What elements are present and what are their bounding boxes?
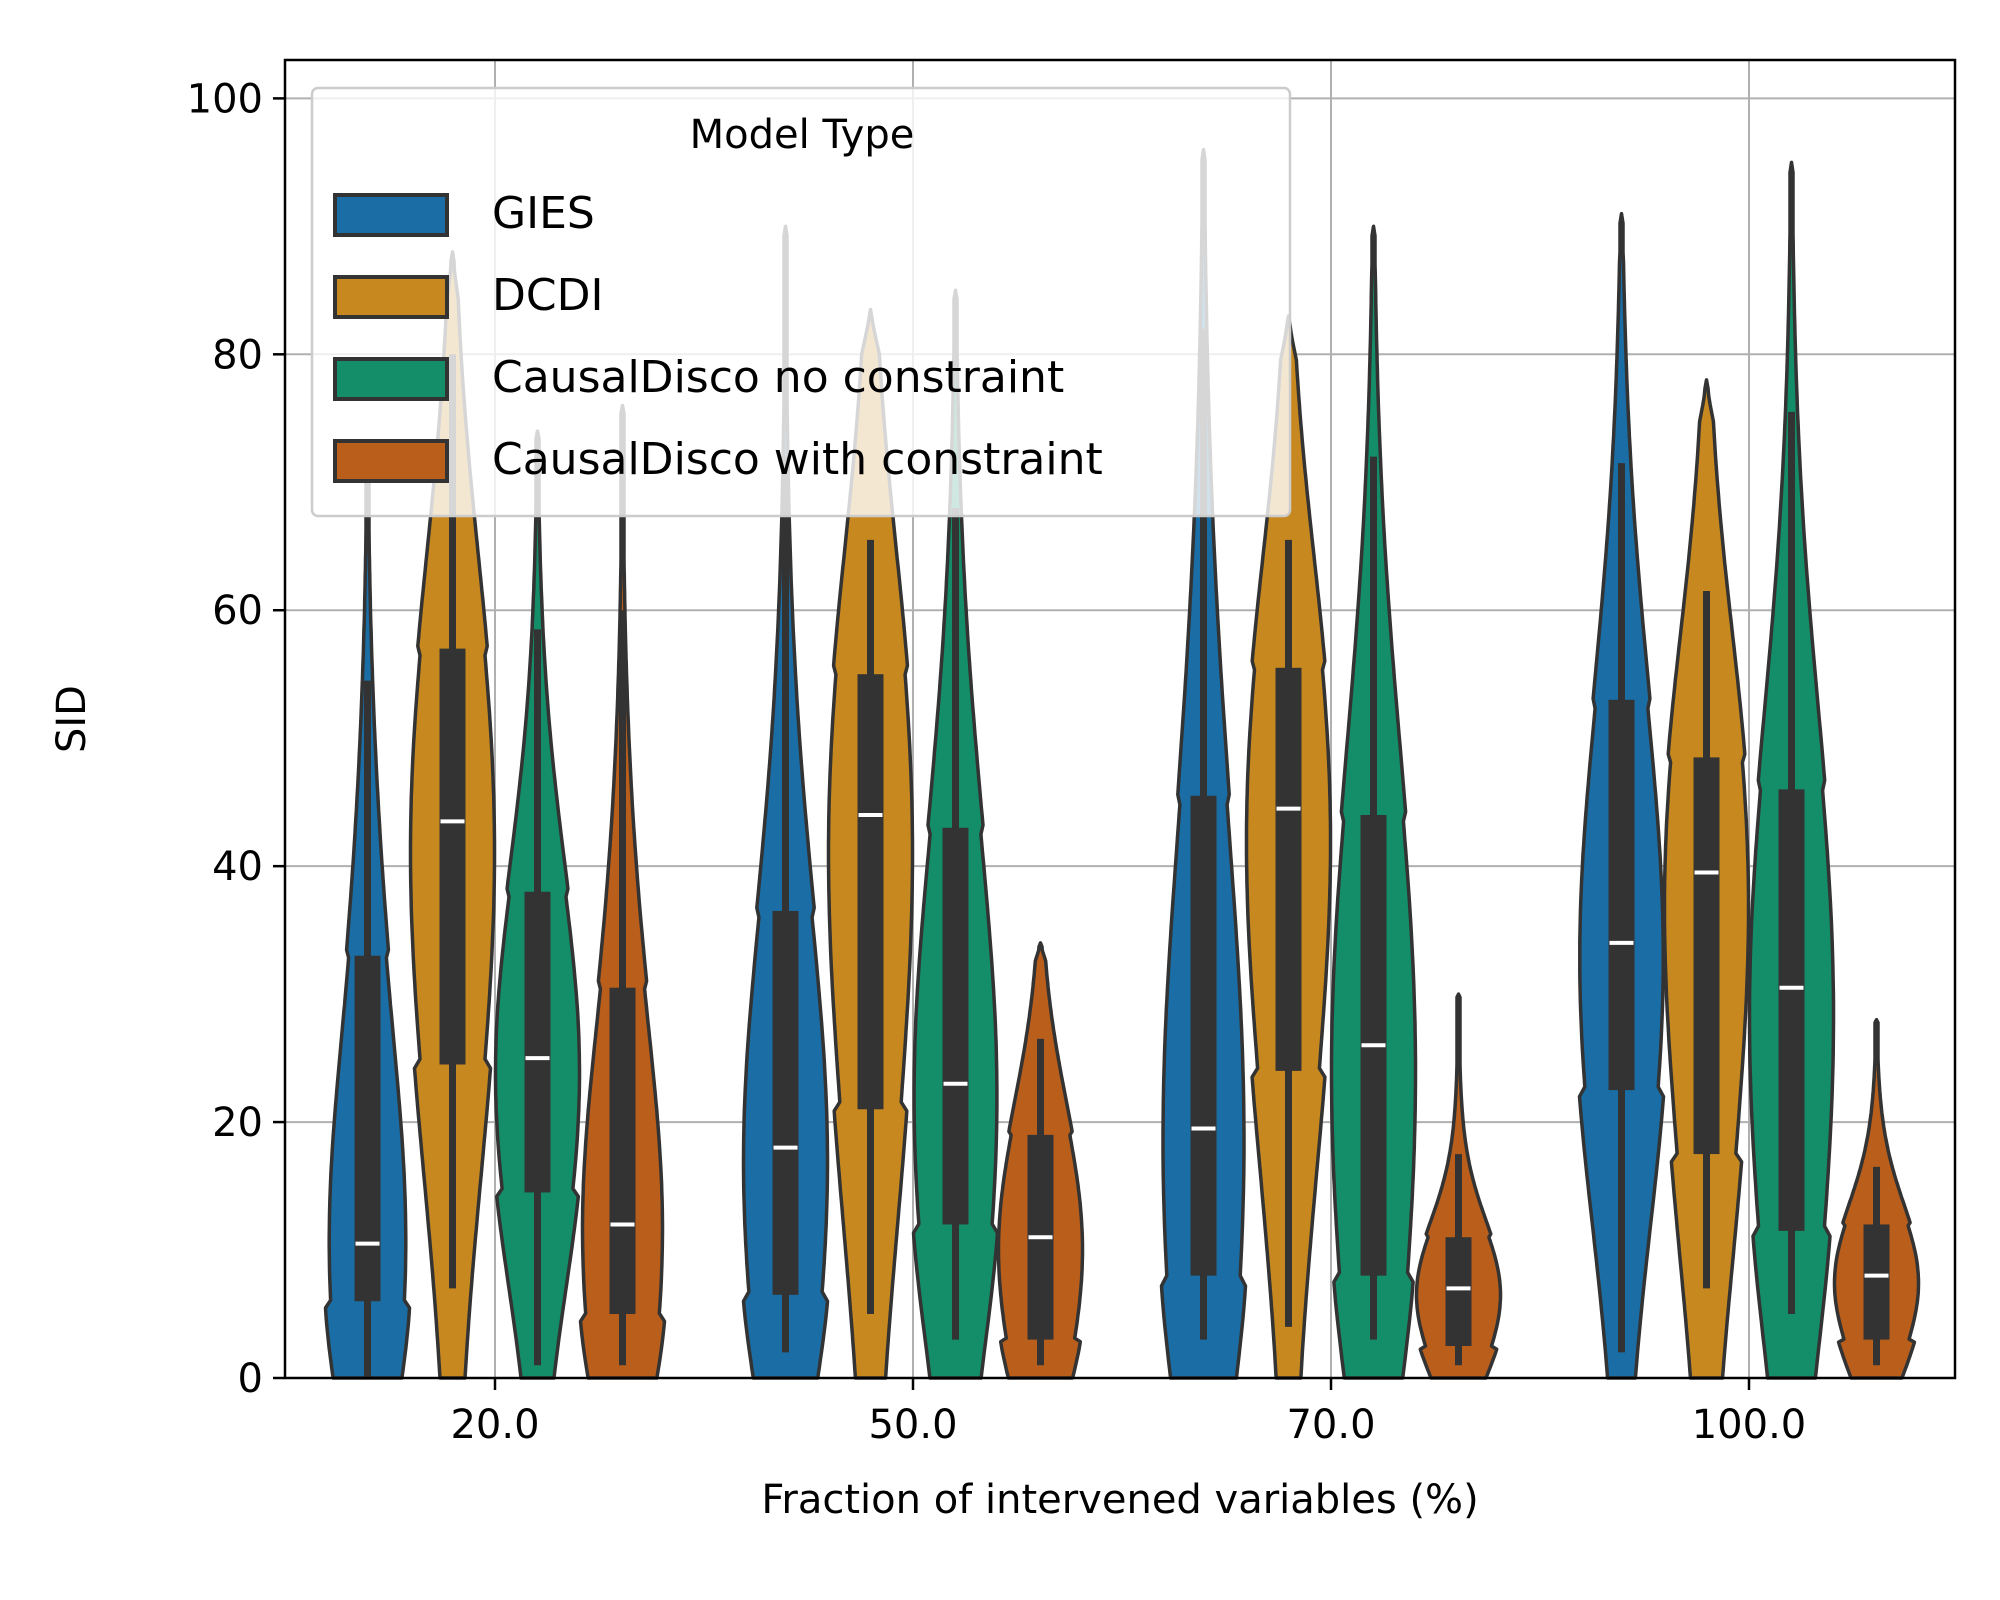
legend-title: Model Type: [690, 112, 915, 158]
violin-iqr-box: [857, 674, 884, 1110]
x-tick-label: 20.0: [450, 1402, 539, 1448]
legend-entry-label: GIES: [492, 188, 595, 239]
violin-iqr-box: [1693, 757, 1720, 1155]
x-axis-label: Fraction of intervened variables (%): [761, 1477, 1478, 1523]
x-tick-label: 70.0: [1286, 1402, 1375, 1448]
legend-entry-label: CausalDisco no constraint: [492, 352, 1064, 403]
violin-iqr-box: [524, 891, 551, 1193]
y-tick-label: 80: [212, 332, 263, 378]
violin-iqr-box: [1608, 699, 1635, 1091]
x-tick-label: 50.0: [868, 1402, 957, 1448]
y-tick-label: 20: [212, 1100, 263, 1146]
violin-iqr-box: [609, 987, 636, 1315]
y-tick-label: 100: [187, 76, 263, 122]
violin-plots: [323, 147, 1921, 1380]
legend-swatch: [333, 275, 449, 319]
violin-iqr-box: [942, 827, 969, 1225]
legend-swatch: [333, 357, 449, 401]
legend: Model Type GIES DCDI CausalDisco no constr…: [310, 86, 1292, 518]
legend-frame: [310, 86, 1292, 518]
legend-entry-label: DCDI: [492, 270, 603, 321]
y-tick-label: 0: [238, 1356, 263, 1402]
y-axis-label: SID: [49, 685, 95, 753]
legend-swatch: [333, 193, 449, 237]
violin-iqr-box: [1445, 1237, 1472, 1347]
y-tick-label: 60: [212, 588, 263, 634]
violin-iqr-box: [1778, 789, 1805, 1231]
y-tick-label: 40: [212, 844, 263, 890]
violin-iqr-box: [354, 955, 381, 1302]
violin-iqr-box: [1190, 795, 1217, 1276]
x-tick-label: 100.0: [1692, 1402, 1807, 1448]
legend-swatch: [333, 439, 449, 483]
violin-iqr-box: [439, 648, 466, 1065]
x-axis: 20.0 50.0 70.0 100.0: [450, 1378, 1806, 1448]
y-axis: 0 20 40 60 80 100: [187, 76, 285, 1402]
plot-frame: [283, 58, 1957, 1380]
violin-iqr-box: [1863, 1224, 1890, 1340]
violin-iqr-box: [1275, 667, 1302, 1071]
legend-entry-label: CausalDisco with constraint: [492, 434, 1103, 485]
violin-iqr-box: [772, 910, 799, 1295]
